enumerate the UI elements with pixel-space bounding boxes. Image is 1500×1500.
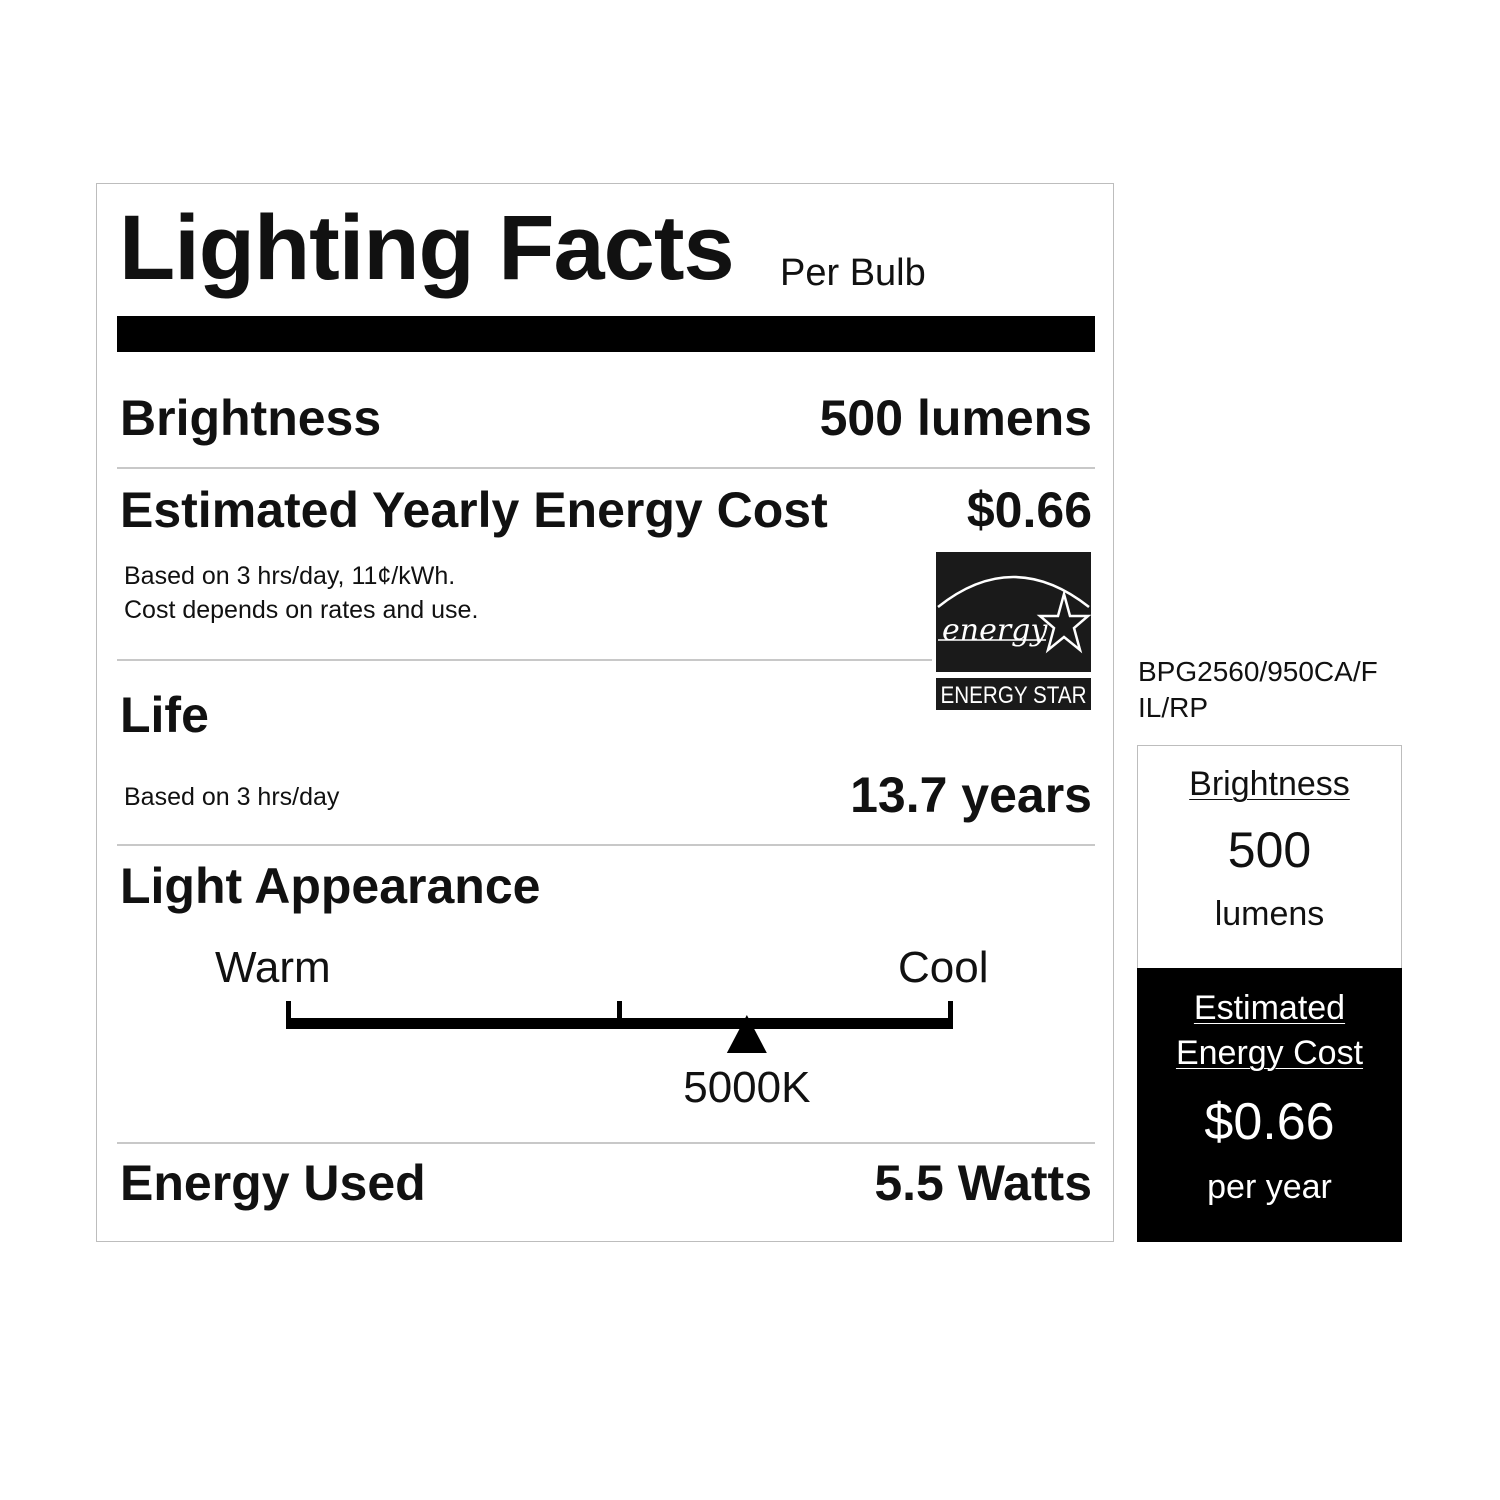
divider (117, 1142, 1095, 1144)
energy-cost-value: $0.66 (966, 482, 1092, 538)
energy-star-logo: energy ENERGY STAR (936, 552, 1092, 710)
label-title: Lighting Facts (119, 197, 735, 299)
side-brightness-unit: lumens (1214, 895, 1325, 933)
side-cost-label-1: Estimated (1193, 989, 1346, 1027)
energy-star-icon: energy ENERGY STAR (936, 552, 1092, 710)
model-number-line-2: IL/RP (1138, 692, 1209, 723)
energy-used-label: Energy Used (120, 1155, 426, 1211)
scale-marker-label: 5000K (683, 1063, 811, 1112)
brightness-value: 500 lumens (819, 390, 1092, 446)
side-brightness-value: 500 (1227, 822, 1312, 878)
brightness-label: Brightness (120, 390, 382, 446)
side-cost-value: $0.66 (1204, 1093, 1335, 1151)
side-cost-label-2: Energy Cost (1175, 1034, 1364, 1072)
energy-cost-note-2: Cost depends on rates and use. (124, 596, 479, 624)
side-cost-period: per year (1207, 1168, 1332, 1206)
divider (117, 467, 1095, 469)
energy-used-value: 5.5 Watts (874, 1155, 1092, 1211)
energy-cost-note-1: Based on 3 hrs/day, 11¢/kWh. (124, 562, 456, 590)
lighting-facts-label (96, 183, 1114, 1242)
light-appearance-label: Light Appearance (120, 858, 541, 914)
divider (117, 844, 1095, 846)
warm-label: Warm (215, 943, 331, 992)
label-subtitle: Per Bulb (780, 252, 926, 294)
energy-cost-label: Estimated Yearly Energy Cost (120, 482, 828, 538)
title-bar (117, 316, 1095, 352)
energy-star-caption: ENERGY STAR (941, 682, 1087, 709)
model-number-line-1: BPG2560/950CA/F (1138, 656, 1378, 687)
life-label: Life (120, 687, 209, 743)
side-cost-panel (1137, 968, 1402, 1242)
scale-marker (726, 1015, 767, 1053)
color-temperature-scale (286, 1001, 953, 1053)
cool-label: Cool (898, 943, 989, 992)
side-brightness-label: Brightness (1189, 765, 1350, 803)
divider (117, 659, 932, 661)
energy-script: energy (942, 613, 1048, 648)
life-note: Based on 3 hrs/day (124, 783, 340, 811)
life-value: 13.7 years (850, 767, 1092, 823)
